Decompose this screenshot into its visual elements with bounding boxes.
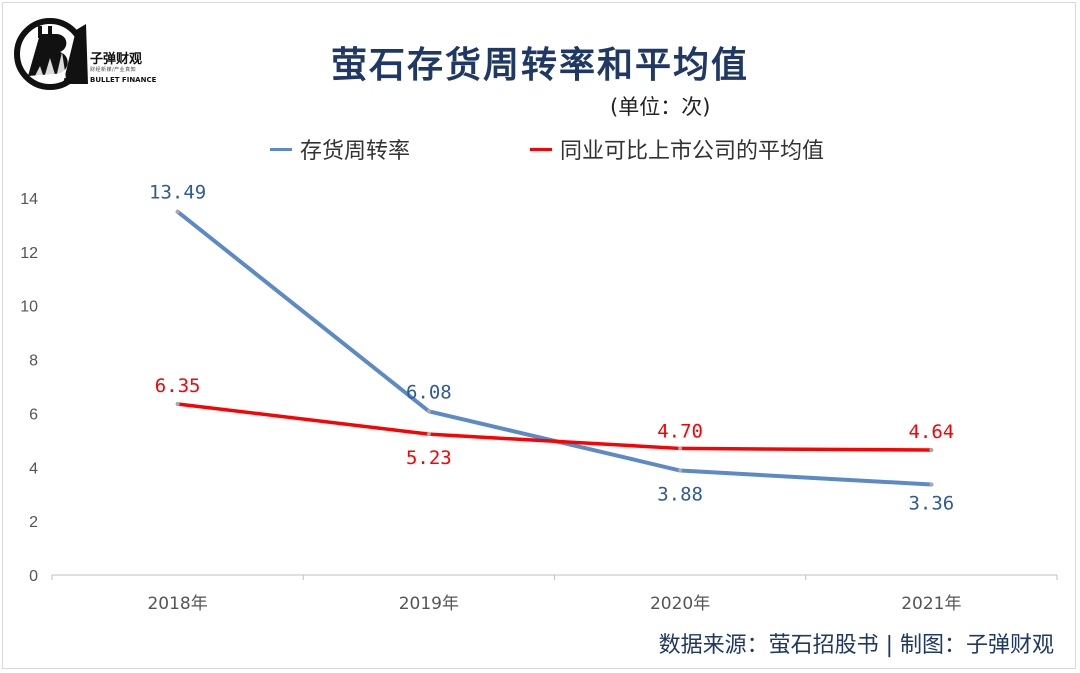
inventory-turnover-data-label: 3.36 — [908, 493, 954, 515]
x-tick-label: 2021年 — [901, 594, 961, 614]
inventory-turnover-point — [175, 209, 180, 214]
y-tick-label: 2 — [29, 514, 38, 531]
legend-swatch-peer-average — [530, 147, 552, 151]
inventory-turnover-data-label: 3.88 — [657, 484, 703, 506]
y-tick-label: 14 — [20, 191, 38, 208]
inventory-turnover-point — [678, 468, 683, 473]
inventory-turnover-data-label: 6.08 — [406, 381, 452, 403]
inventory-turnover-data-label: 13.49 — [149, 182, 206, 204]
peer-average-line — [175, 402, 934, 452]
chart-title: 萤石存货周转率和平均值 — [330, 45, 749, 86]
inventory-turnover-point — [929, 482, 934, 487]
x-tick-label: 2019年 — [399, 594, 459, 614]
legend-label-inventory-turnover: 存货周转率 — [300, 139, 411, 164]
x-tick-label: 2020年 — [650, 594, 710, 614]
peer-average-point — [678, 446, 683, 451]
y-tick-label: 10 — [20, 299, 38, 316]
y-tick-label: 12 — [20, 245, 38, 262]
legend-item-inventory-turnover: 存货周转率 — [270, 135, 411, 164]
inventory-turnover-point — [426, 409, 431, 414]
source-footer: 数据来源：萤石招股书 | 制图：子弹财观 — [658, 633, 1054, 658]
peer-average-data-label: 6.35 — [155, 375, 201, 397]
legend-item-peer-average: 同业可比上市公司的平均值 — [530, 135, 825, 164]
x-tick-label: 2018年 — [147, 594, 207, 614]
peer-average-point — [929, 448, 934, 453]
legend-label-peer-average: 同业可比上市公司的平均值 — [560, 139, 825, 164]
peer-average-point — [426, 432, 431, 437]
brand-tagline: 财经新媒/产业真知 — [90, 67, 137, 73]
peer-average-point — [175, 402, 180, 407]
peer-average-data-label: 4.64 — [908, 421, 954, 443]
brand-name: 子弹财观 — [90, 52, 143, 67]
y-tick-label: 6 — [29, 406, 38, 423]
y-tick-label: 8 — [29, 353, 38, 370]
peer-average-data-label: 4.70 — [657, 420, 703, 442]
bitcoin-bullet-icon — [14, 18, 88, 90]
brand-english-name: BULLET FINANCE — [90, 76, 157, 84]
peer-average-data-label: 5.23 — [406, 447, 452, 469]
brand-logo: 子弹财观 财经新媒/产业真知 BULLET FINANCE — [8, 6, 168, 94]
unit-label: (单位：次) — [610, 95, 711, 119]
y-tick-label: 4 — [29, 460, 38, 477]
y-tick-label: 0 — [29, 568, 38, 585]
inventory-turnover-line — [175, 209, 934, 487]
legend-swatch-inventory-turnover — [270, 147, 292, 151]
